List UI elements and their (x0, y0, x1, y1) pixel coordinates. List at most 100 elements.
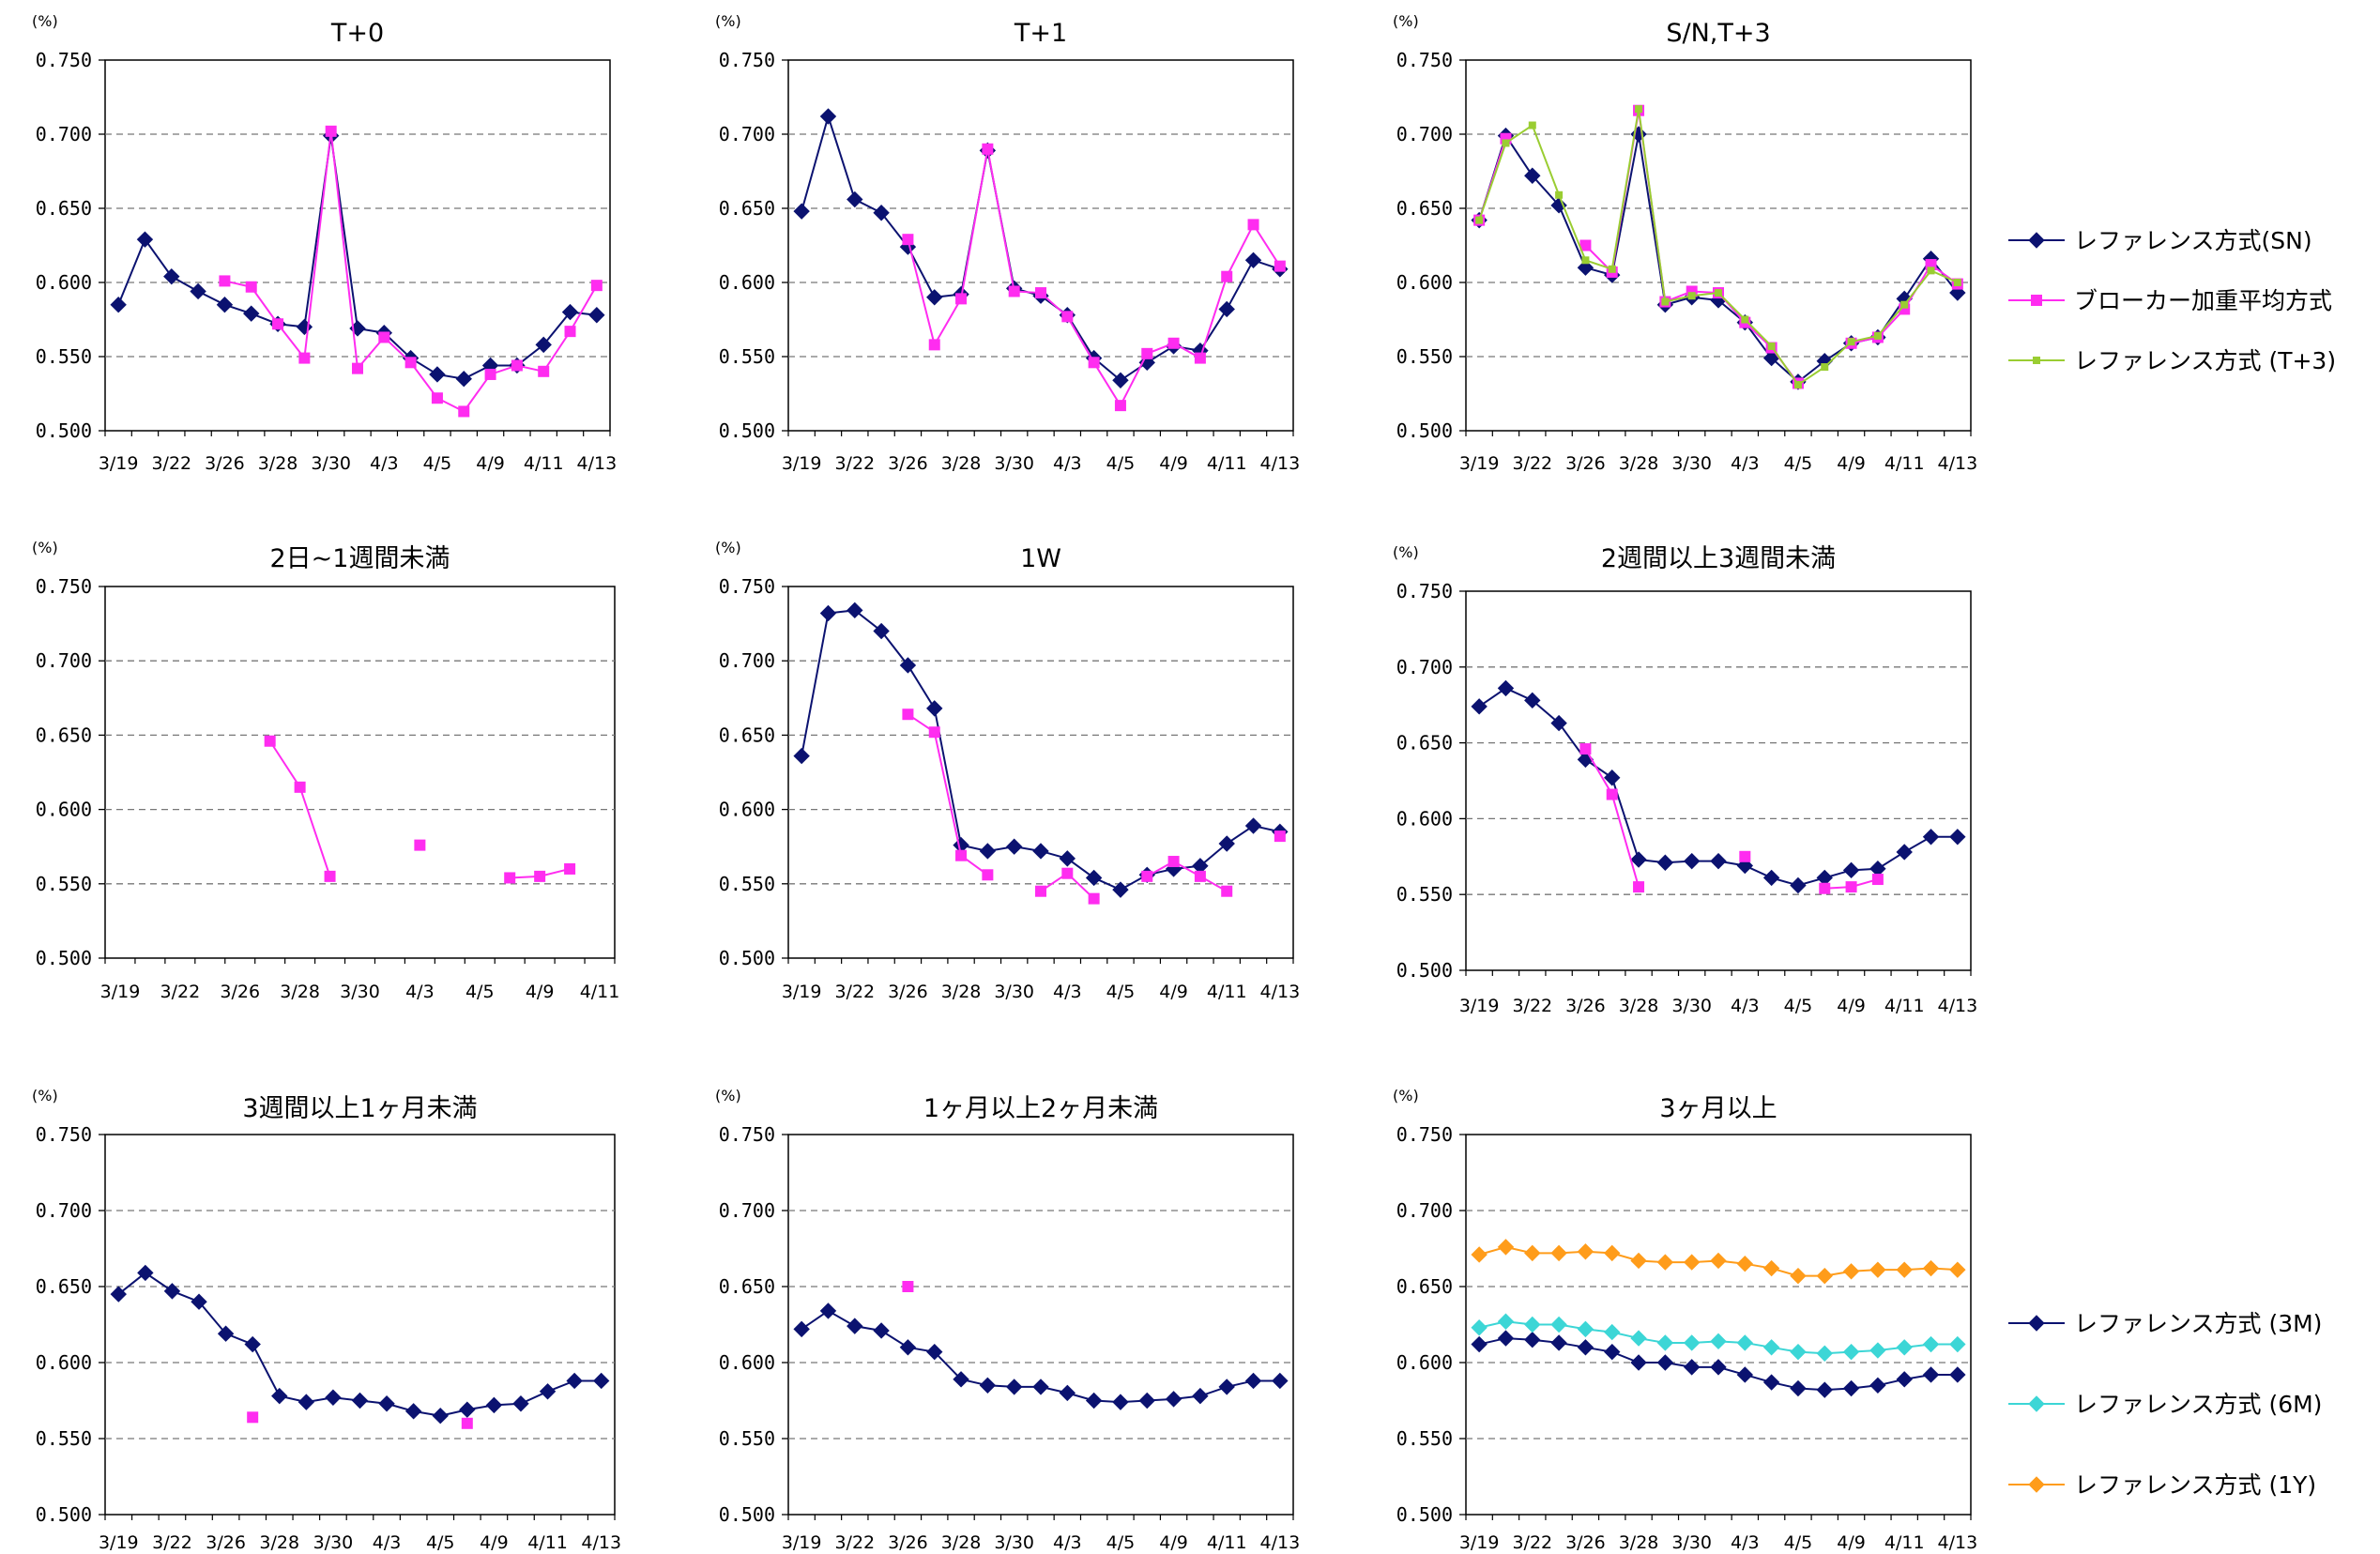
y-tick-label: 0.700 (1396, 656, 1453, 678)
legend-label: レファレンス方式 (6M) (2074, 1391, 2322, 1418)
x-tick-label: 3/22 (834, 982, 875, 1002)
data-point (1606, 788, 1618, 800)
x-tick-label: 4/3 (1053, 1532, 1082, 1553)
x-tick-label: 4/13 (1938, 453, 1978, 474)
data-point (902, 1281, 914, 1292)
data-point (982, 869, 994, 881)
x-tick-label: 3/22 (152, 1532, 192, 1553)
data-point (1896, 844, 1913, 861)
data-point (1710, 1359, 1727, 1376)
x-tick-label: 4/9 (1159, 982, 1188, 1002)
data-point (1112, 881, 1129, 898)
x-tick-label: 3/28 (941, 982, 982, 1002)
data-point (1656, 1254, 1674, 1271)
data-point (1683, 1334, 1701, 1351)
x-tick-label: 4/9 (1837, 996, 1866, 1016)
y-tick-label: 0.700 (719, 1199, 775, 1222)
data-point (378, 1395, 395, 1412)
data-point (1790, 1343, 1807, 1361)
data-point (1167, 856, 1180, 868)
legend-swatch-marker (2028, 232, 2045, 249)
data-point (1524, 692, 1541, 709)
data-point (1035, 287, 1046, 299)
x-tick-label: 4/11 (524, 453, 564, 474)
y-tick-label: 0.600 (719, 1351, 775, 1374)
data-point (1683, 1254, 1701, 1271)
x-tick-label: 4/9 (1837, 1532, 1866, 1553)
data-point (1497, 1239, 1515, 1256)
data-point (566, 1372, 583, 1390)
data-point (1604, 1244, 1621, 1262)
x-tick-label: 3/30 (1671, 453, 1712, 474)
chart-title: 3週間以上1ヶ月未満 (242, 1094, 477, 1123)
data-point (1793, 381, 1802, 389)
data-point (539, 1383, 557, 1400)
data-point (1141, 870, 1153, 882)
data-point (1579, 239, 1592, 251)
data-point (1762, 1339, 1780, 1356)
y-tick-label: 0.650 (719, 197, 775, 220)
data-point (191, 1293, 207, 1310)
data-point (461, 1417, 473, 1429)
data-point (1604, 769, 1621, 786)
data-point (899, 657, 917, 674)
x-tick-label: 4/5 (1784, 1532, 1813, 1553)
y-tick-label: 0.550 (719, 873, 775, 895)
x-tick-label: 4/5 (1106, 1532, 1136, 1553)
y-tick-label: 0.550 (1396, 1427, 1453, 1450)
data-point (1922, 1335, 1940, 1353)
x-tick-label: 4/5 (1784, 996, 1813, 1016)
data-point (1221, 270, 1233, 282)
data-point (1579, 743, 1592, 755)
legend-label: レファレンス方式 (3M) (2074, 1310, 2322, 1337)
y-unit-label: (%) (1393, 543, 1419, 561)
data-point (1816, 1345, 1833, 1362)
series (902, 143, 1286, 412)
y-tick-label: 0.550 (1396, 883, 1453, 906)
data-point (847, 602, 863, 619)
data-point (294, 781, 306, 793)
data-point (1949, 1366, 1966, 1383)
data-point (1949, 1261, 1966, 1278)
data-point (110, 296, 127, 313)
data-point (561, 303, 579, 321)
data-point (1524, 1316, 1541, 1333)
data-point (1059, 850, 1076, 867)
x-tick-label: 4/11 (580, 982, 620, 1002)
data-point (590, 280, 603, 292)
data-point (1630, 851, 1647, 868)
x-tick-label: 4/3 (405, 982, 435, 1002)
data-point (1085, 869, 1103, 887)
data-point (1635, 105, 1643, 114)
data-point (793, 747, 810, 765)
y-tick-label: 0.500 (719, 1503, 775, 1526)
data-point (1244, 817, 1262, 834)
data-point (1816, 1381, 1833, 1398)
data-point (1715, 289, 1722, 297)
series (1475, 105, 1961, 389)
x-tick-label: 4/11 (1884, 996, 1925, 1016)
series (264, 735, 576, 884)
data-point (1739, 850, 1751, 862)
data-point (1869, 1377, 1886, 1394)
data-point (1949, 1335, 1966, 1353)
data-point (1871, 874, 1884, 886)
y-tick-label: 0.550 (719, 345, 775, 368)
series (902, 708, 1286, 905)
data-point (793, 1320, 810, 1338)
y-tick-label: 0.550 (36, 1427, 92, 1450)
y-tick-label: 0.750 (1396, 49, 1453, 71)
data-point (271, 1387, 288, 1405)
y-tick-label: 0.600 (1396, 807, 1453, 830)
data-point (1762, 1374, 1780, 1391)
x-tick-label: 3/19 (1459, 1532, 1500, 1553)
data-point (1896, 1371, 1913, 1388)
data-point (979, 843, 997, 860)
x-tick-label: 4/13 (1260, 1532, 1301, 1553)
data-point (378, 331, 390, 343)
legend-swatch-marker (2028, 1315, 2045, 1332)
legend-item: レファレンス方式 (3M) (2008, 1310, 2322, 1337)
data-point (928, 726, 940, 739)
data-point (1112, 372, 1129, 388)
y-tick-label: 0.700 (36, 123, 92, 145)
